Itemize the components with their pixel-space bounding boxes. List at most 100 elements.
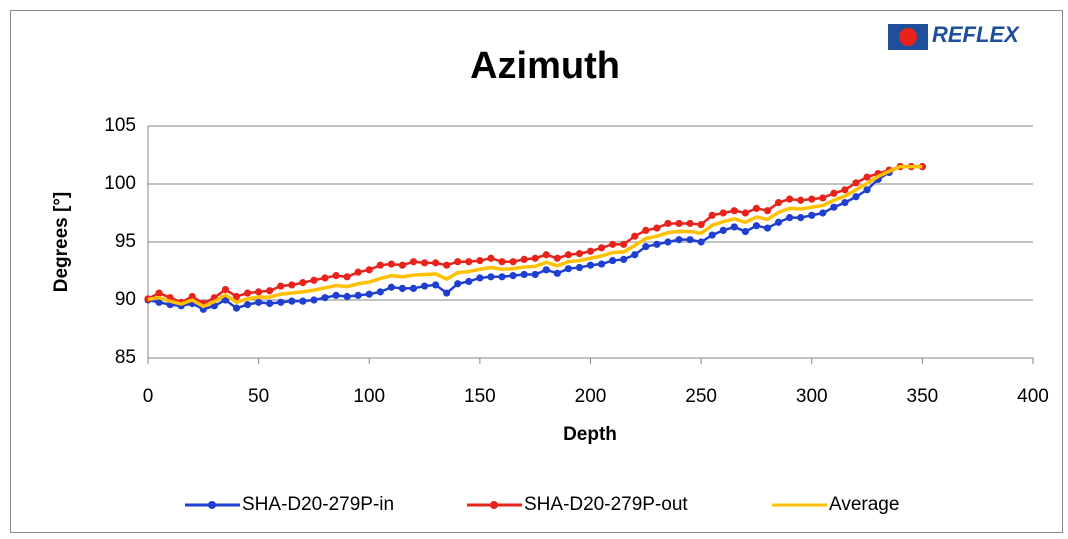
point — [763, 224, 772, 232]
point — [387, 283, 395, 291]
x-tick-label: 400 — [1017, 386, 1049, 407]
point — [586, 261, 595, 269]
point — [398, 261, 407, 269]
point — [321, 294, 329, 302]
point — [774, 218, 783, 226]
logo-text: REFLEX — [932, 22, 1020, 47]
point — [741, 227, 749, 236]
point — [620, 255, 628, 263]
point — [686, 219, 694, 228]
point — [277, 282, 285, 290]
point — [365, 266, 373, 274]
point — [675, 219, 683, 228]
point — [277, 298, 285, 306]
point — [398, 284, 407, 292]
point — [454, 280, 462, 288]
point — [255, 288, 263, 296]
point — [487, 273, 495, 281]
point — [575, 263, 584, 272]
point — [420, 259, 429, 267]
x-tick-label: 200 — [575, 386, 607, 407]
point — [332, 291, 340, 299]
point — [653, 224, 661, 232]
point — [509, 272, 517, 280]
point — [365, 290, 373, 298]
x-tick-label: 300 — [796, 386, 828, 407]
point — [763, 207, 772, 215]
legend-marker — [490, 501, 498, 509]
point — [863, 186, 871, 194]
point — [797, 214, 805, 222]
y-axis-label: Degrees [°] — [51, 192, 72, 293]
legend-marker — [208, 501, 216, 509]
point — [310, 276, 318, 284]
point — [631, 232, 639, 240]
point — [221, 296, 230, 304]
point — [454, 258, 462, 266]
x-tick-label: 250 — [685, 386, 717, 407]
point — [586, 247, 595, 255]
point — [376, 261, 384, 269]
point — [476, 256, 484, 265]
point — [343, 273, 351, 281]
point — [819, 194, 827, 202]
series-line — [147, 164, 923, 309]
x-tick-label: 100 — [353, 386, 385, 407]
point — [332, 272, 340, 280]
point — [686, 236, 694, 244]
point — [830, 203, 838, 211]
point — [520, 270, 528, 279]
y-tick-label: 105 — [104, 115, 136, 136]
point — [730, 207, 738, 215]
y-tick-label: 95 — [115, 231, 136, 252]
point — [575, 250, 584, 258]
point — [697, 221, 705, 229]
x-tick-label: 150 — [464, 386, 496, 407]
point — [498, 258, 506, 266]
point — [697, 238, 705, 246]
point — [387, 260, 395, 268]
point — [531, 254, 539, 262]
point — [266, 299, 274, 308]
point — [564, 265, 572, 273]
point — [232, 304, 241, 312]
point — [752, 222, 761, 230]
point — [786, 214, 794, 222]
point — [852, 193, 860, 201]
point — [420, 282, 429, 290]
chart-title: Azimuth — [470, 45, 620, 87]
y-tick-label: 90 — [115, 289, 136, 310]
point — [299, 279, 307, 287]
point — [155, 298, 163, 306]
point — [409, 258, 418, 266]
point — [255, 298, 263, 306]
point — [808, 211, 816, 219]
point — [542, 266, 550, 274]
point — [343, 292, 351, 301]
y-tick-label: 100 — [104, 173, 136, 194]
point — [432, 259, 440, 267]
point — [443, 289, 451, 297]
x-axis-label: Depth — [563, 424, 617, 445]
point — [232, 292, 241, 301]
point — [719, 226, 727, 234]
point — [852, 179, 860, 187]
x-tick-label: 50 — [248, 386, 269, 407]
point — [155, 289, 163, 297]
point — [432, 281, 440, 289]
point — [288, 281, 296, 289]
point — [188, 292, 196, 301]
y-tick-label: 85 — [115, 347, 136, 368]
legend-label: SHA-D20-279P-out — [524, 494, 688, 515]
point — [553, 269, 561, 277]
legend-label: Average — [829, 494, 899, 515]
point — [752, 204, 761, 212]
point — [642, 243, 650, 251]
point — [465, 258, 473, 266]
point — [509, 258, 517, 266]
point — [465, 277, 473, 286]
point — [531, 270, 539, 279]
point — [299, 297, 307, 305]
point — [708, 231, 716, 239]
